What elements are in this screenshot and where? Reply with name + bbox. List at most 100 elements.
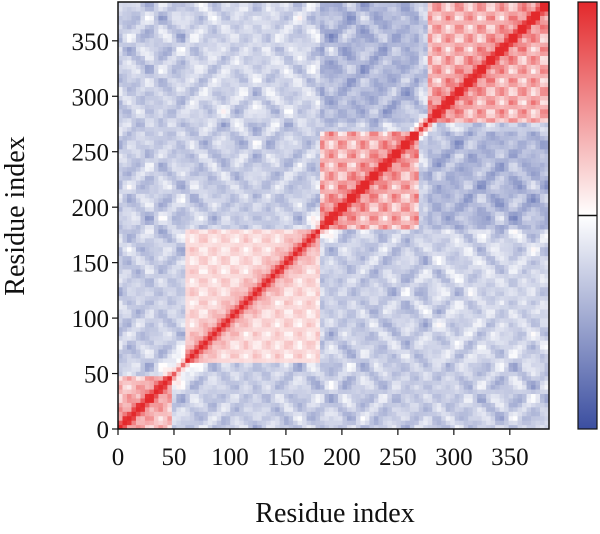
heatmap-cell (284, 397, 290, 403)
heatmap-cell (333, 228, 339, 234)
heatmap-cell (144, 308, 151, 314)
heatmap-cell (239, 15, 245, 21)
heatmap-cell (270, 148, 276, 154)
heatmap-cell (239, 179, 245, 185)
heatmap-cell (158, 237, 164, 243)
heatmap-cell (221, 251, 227, 257)
heatmap-cell (324, 211, 330, 217)
heatmap-cell (171, 415, 177, 421)
heatmap-cell (158, 188, 164, 194)
heatmap-cell (144, 277, 151, 283)
heatmap-cell (252, 362, 258, 368)
heatmap-cell (234, 344, 240, 350)
heatmap-cell (135, 188, 142, 194)
heatmap-cell (126, 15, 133, 21)
heatmap-cell (346, 282, 353, 288)
heatmap-cell (118, 184, 124, 190)
heatmap-cell (171, 15, 177, 21)
heatmap-cell (243, 264, 249, 270)
heatmap-cell (346, 6, 353, 12)
heatmap-cell (324, 175, 330, 181)
heatmap-cell (221, 197, 227, 203)
heatmap-cell (275, 126, 281, 132)
heatmap-cell (337, 415, 344, 421)
heatmap-cell (346, 113, 353, 119)
heatmap-cell (118, 246, 124, 252)
heatmap-cell (234, 411, 240, 417)
heatmap-cell (140, 24, 146, 30)
heatmap-cell (118, 130, 124, 137)
heatmap-cell (284, 246, 290, 252)
heatmap-cell (176, 193, 182, 199)
heatmap-cell (153, 24, 160, 30)
heatmap-cell (337, 28, 344, 34)
heatmap-cell (333, 117, 339, 123)
heatmap-cell (243, 242, 249, 248)
heatmap-cell (346, 64, 353, 70)
heatmap-cell (320, 384, 326, 390)
heatmap-cell (230, 228, 236, 234)
heatmap-cell (225, 406, 231, 412)
heatmap-cell (297, 24, 303, 30)
heatmap-cell (324, 157, 330, 163)
heatmap-cell (302, 50, 308, 56)
heatmap-cell (257, 82, 263, 88)
heatmap-cell (333, 259, 339, 266)
heatmap-cell (221, 95, 227, 101)
heatmap-cell (176, 340, 182, 346)
heatmap-cell (212, 126, 218, 132)
heatmap-cell (176, 393, 182, 399)
heatmap-cell (243, 2, 249, 8)
heatmap-cell (297, 77, 303, 83)
heatmap-cell (131, 375, 137, 381)
heatmap-cell (153, 402, 160, 408)
heatmap-cell (126, 193, 133, 199)
heatmap-cell (149, 411, 155, 417)
heatmap-cell (293, 95, 299, 101)
heatmap-cell (203, 259, 209, 266)
heatmap-cell (167, 10, 173, 16)
heatmap-cell (185, 24, 191, 30)
heatmap-cell (252, 171, 258, 177)
heatmap-cell (346, 357, 353, 363)
heatmap-cell (216, 108, 222, 114)
heatmap-cell (207, 322, 213, 328)
heatmap-cell (311, 362, 317, 368)
heatmap-cell (342, 420, 348, 426)
heatmap-cell (135, 130, 142, 137)
heatmap-cell (257, 273, 263, 279)
heatmap-cell (171, 304, 177, 310)
heatmap-cell (337, 237, 344, 243)
heatmap-cell (212, 340, 218, 346)
heatmap-cell (149, 340, 155, 346)
heatmap-cell (320, 202, 326, 208)
heatmap-cell (162, 68, 168, 74)
heatmap-cell (297, 251, 303, 257)
heatmap-cell (221, 402, 227, 408)
heatmap-cell (144, 184, 151, 190)
heatmap-cell (153, 68, 160, 74)
heatmap-cell (207, 402, 213, 408)
heatmap-cell (257, 42, 263, 48)
heatmap-cell (320, 90, 326, 97)
heatmap-cell (279, 348, 285, 354)
heatmap-cell (221, 184, 227, 190)
heatmap-cell (346, 28, 353, 34)
heatmap-cell (324, 300, 330, 306)
heatmap-cell (297, 228, 303, 234)
heatmap-cell (284, 340, 290, 346)
heatmap-cell (144, 420, 151, 426)
heatmap-cell (257, 224, 263, 230)
heatmap-cell (171, 291, 177, 297)
heatmap-cell (346, 424, 353, 429)
heatmap-cell (185, 188, 191, 194)
heatmap-cell (176, 402, 182, 408)
heatmap-cell (320, 295, 326, 301)
heatmap-cell (144, 108, 151, 114)
heatmap-cell (230, 322, 236, 328)
heatmap-cell (180, 264, 186, 270)
heatmap-cell (279, 295, 285, 301)
heatmap-cell (194, 415, 200, 421)
heatmap-cell (306, 82, 312, 88)
heatmap-cell (230, 384, 236, 390)
